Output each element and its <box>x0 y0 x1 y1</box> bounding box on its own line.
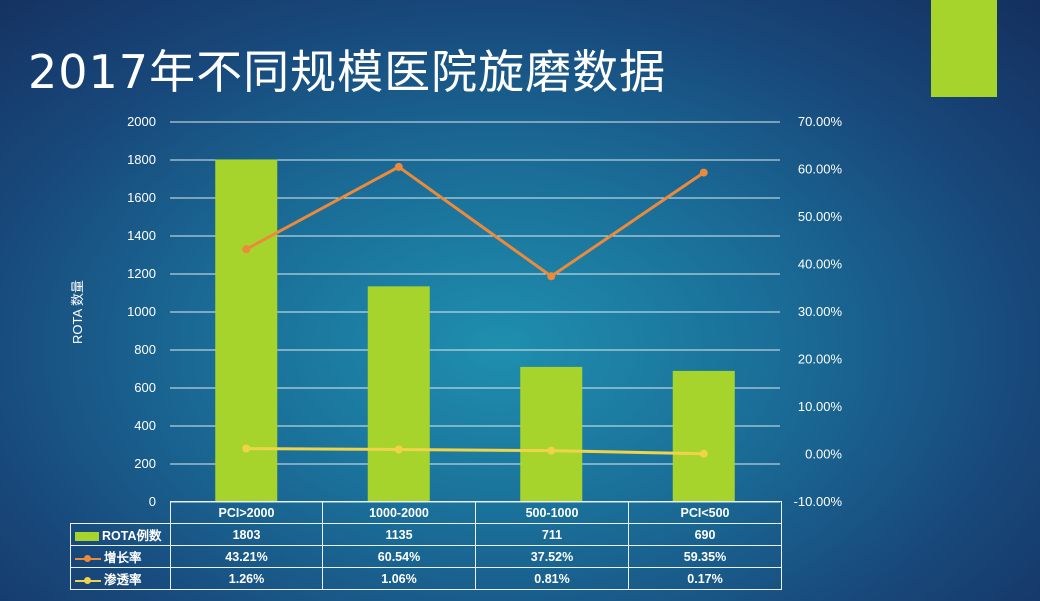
y2-tick-label: 30.00% <box>798 304 843 319</box>
legend-entry-growth: 增长率 <box>70 545 171 568</box>
penetration-point <box>242 444 251 453</box>
bar <box>520 366 583 502</box>
growth-point <box>242 245 251 254</box>
table-cell: 60.54% <box>322 545 476 568</box>
y2-tick-label: 20.00% <box>798 352 843 367</box>
legend-label: 渗透率 <box>104 573 142 587</box>
table-cell: 59.35% <box>628 545 782 568</box>
table-cell: 690 <box>628 523 782 546</box>
bar <box>367 286 430 502</box>
y2-tick-label: 70.00% <box>798 114 843 129</box>
y-axis-title: ROTA 数量 <box>70 280 85 344</box>
growth-point <box>394 162 403 171</box>
y2-tick-label: 60.00% <box>798 162 843 177</box>
penetration-point <box>394 445 403 454</box>
y2-tick-label: 50.00% <box>798 209 843 224</box>
y-tick-label: 400 <box>134 418 156 433</box>
penetration-point <box>699 449 708 458</box>
growth-line <box>245 165 705 278</box>
y2-tick-label: -10.00% <box>794 494 843 509</box>
y-tick-label: 200 <box>134 456 156 471</box>
category-label: PCI<500 <box>628 501 782 524</box>
bar <box>672 370 735 502</box>
data-table: PCI>2000 1000-2000 500-1000 PCI<500 ROTA… <box>70 501 782 590</box>
y-tick-label: 800 <box>134 342 156 357</box>
penetration-line <box>246 447 704 456</box>
accent-block <box>931 0 997 97</box>
legend-label: 增长率 <box>104 551 142 565</box>
table-row: ROTA例数 1803 1135 711 690 <box>70 523 782 546</box>
table-cell: 1.06% <box>322 567 476 590</box>
line-legend-key <box>75 553 101 564</box>
table-cell: 1135 <box>322 523 476 546</box>
table-cell: 0.81% <box>475 567 629 590</box>
category-label: 1000-2000 <box>322 501 476 524</box>
growth-point <box>547 272 556 281</box>
table-corner-cell <box>70 501 171 524</box>
category-label: PCI>2000 <box>170 501 323 524</box>
y2-tick-label: 0.00% <box>805 447 842 462</box>
table-header-row: PCI>2000 1000-2000 500-1000 PCI<500 <box>70 501 782 524</box>
table-cell: 43.21% <box>170 545 323 568</box>
growth-point <box>699 168 708 177</box>
line-legend-key <box>75 575 101 586</box>
y-tick-label: 2000 <box>127 114 156 129</box>
y-tick-label: 1400 <box>127 228 156 243</box>
table-cell: 37.52% <box>475 545 629 568</box>
y2-tick-label: 10.00% <box>798 399 843 414</box>
penetration-point <box>547 446 556 455</box>
table-row: 增长率 43.21% 60.54% 37.52% 59.35% <box>70 545 782 568</box>
legend-entry-rota: ROTA例数 <box>70 523 171 546</box>
table-cell: 0.17% <box>628 567 782 590</box>
y2-tick-label: 40.00% <box>798 257 843 272</box>
bar-legend-key <box>75 532 99 542</box>
y-tick-label: 1600 <box>127 190 156 205</box>
table-cell: 1.26% <box>170 567 323 590</box>
y-tick-label: 600 <box>134 380 156 395</box>
y-tick-label: 1000 <box>127 304 156 319</box>
legend-entry-penetration: 渗透率 <box>70 567 171 590</box>
table-cell: 711 <box>475 523 629 546</box>
page-title: 2017年不同规模医院旋磨数据 <box>28 45 667 99</box>
category-label: 500-1000 <box>475 501 629 524</box>
y-tick-label: 1200 <box>127 266 156 281</box>
table-row: 渗透率 1.26% 1.06% 0.81% 0.17% <box>70 567 782 590</box>
table-cell: 1803 <box>170 523 323 546</box>
legend-label: ROTA例数 <box>102 529 162 543</box>
y-tick-label: 1800 <box>127 152 156 167</box>
